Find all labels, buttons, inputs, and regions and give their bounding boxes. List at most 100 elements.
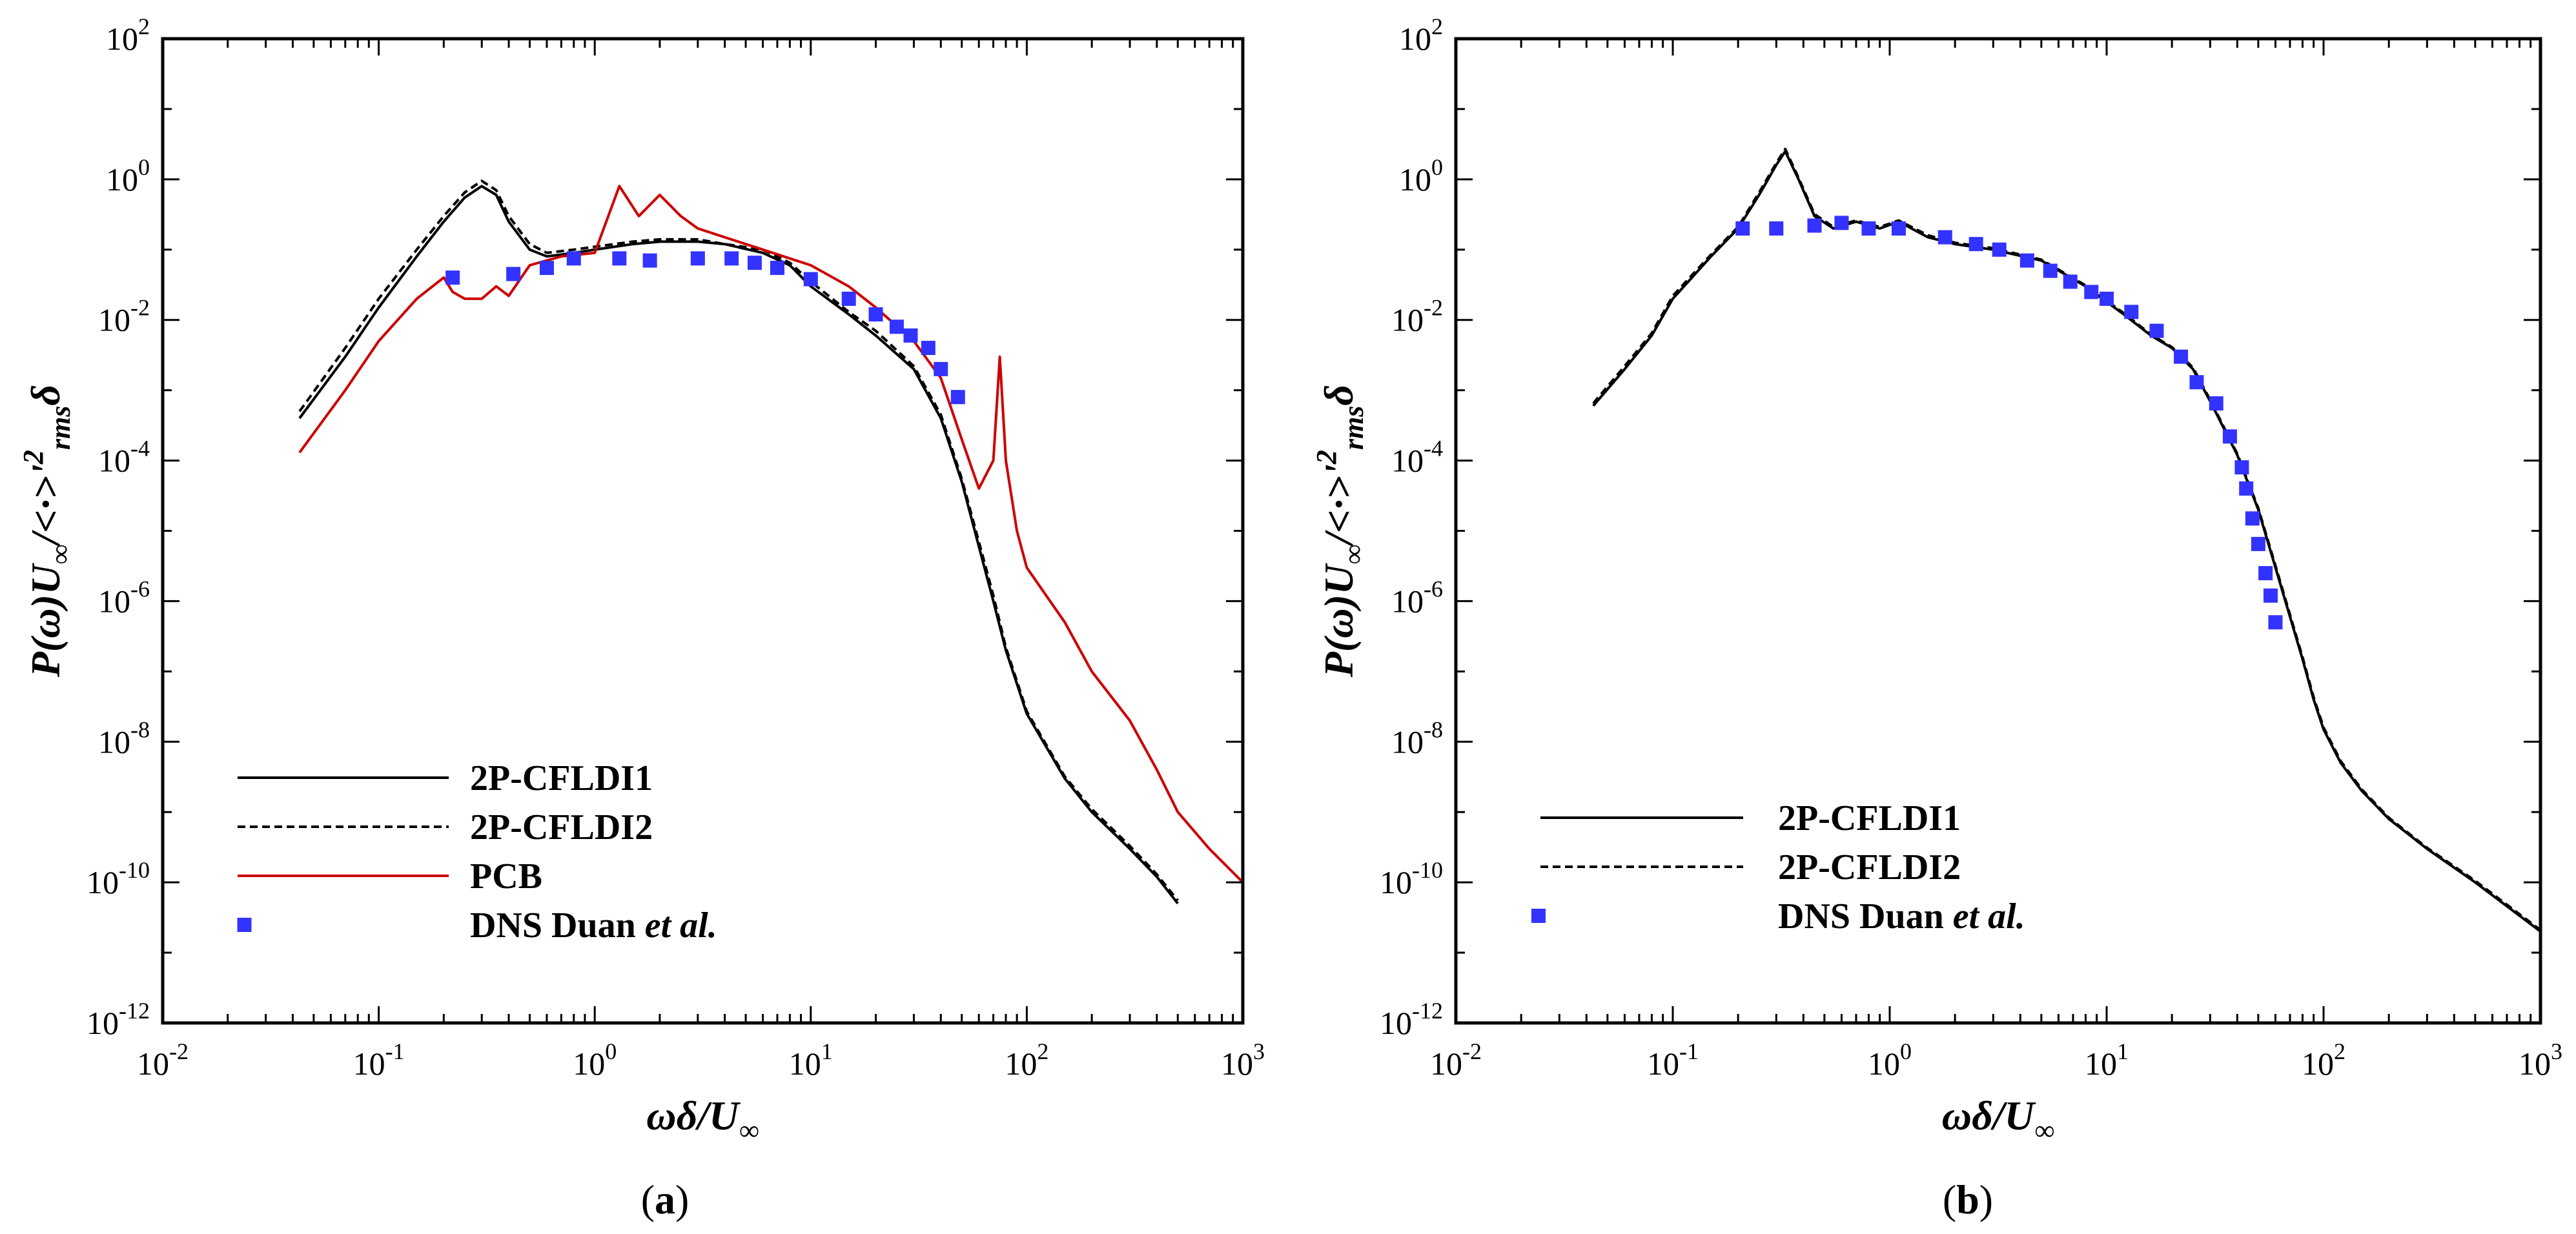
data-point [2149, 323, 2164, 338]
tick-base: 10 [137, 1046, 169, 1082]
data-point [889, 319, 904, 334]
tick-base: 10 [1391, 302, 1424, 338]
tick-exponent: 0 [1900, 1038, 1912, 1064]
y-label-part: δ [23, 385, 68, 406]
data-point [2043, 263, 2058, 278]
y-tick-label: 10-8 [98, 716, 150, 760]
x-tick-label: 103 [2519, 1038, 2562, 1082]
data-point [2222, 429, 2237, 444]
data-point [2209, 396, 2223, 411]
y-label-part: /<·>' [1316, 464, 1362, 547]
data-point [506, 267, 521, 281]
tick-base: 10 [1380, 1005, 1412, 1041]
x-tick-label: 100 [573, 1038, 617, 1082]
y-tick-label: 10-2 [98, 295, 150, 338]
data-point [921, 341, 935, 356]
data-point [1937, 230, 1952, 245]
y-label-subscript: ∞ [1338, 545, 1369, 565]
data-point [566, 251, 581, 266]
tick-base: 10 [789, 1046, 821, 1082]
data-point [2263, 588, 2278, 603]
y-axis-label: P(ω)U∞/<·>'2rmsδ [1311, 385, 1369, 678]
legend-label: 2P-CFLDI1 [1778, 798, 1961, 838]
panel-label: (a) [641, 1177, 690, 1222]
data-point [803, 272, 818, 287]
x-tick-label: 102 [2302, 1038, 2346, 1082]
y-tick-label: 10-12 [1380, 998, 1443, 1041]
legend-label-text: DNS Duan [1778, 896, 1953, 936]
series-line [1592, 150, 2540, 933]
tick-exponent: -10 [1412, 857, 1443, 883]
y-label-subscript: rms [1338, 406, 1369, 450]
data-point [2239, 481, 2254, 496]
legend-label-text: 2P-CFLDI1 [470, 758, 653, 798]
data-point [2174, 349, 2189, 364]
panel-label-paren: ( [641, 1177, 655, 1222]
tick-base: 10 [106, 161, 138, 197]
data-point [747, 256, 762, 270]
y-tick-label: 10-4 [98, 436, 150, 479]
legend: 2P-CFLDI1 2P-CFLDI2 DNS Duan et al. [1531, 798, 2025, 936]
panel-label-letter: a [655, 1177, 675, 1222]
y-tick-label: 10-8 [1391, 716, 1443, 760]
data-point [690, 251, 705, 266]
panel-label-paren: ) [675, 1177, 689, 1222]
tick-exponent: -1 [385, 1038, 405, 1064]
tick-base: 10 [87, 1005, 119, 1041]
x-tick-label: 100 [1868, 1038, 1912, 1082]
tick-exponent: 2 [1037, 1038, 1048, 1064]
tick-base: 10 [1391, 443, 1424, 479]
data-point [2234, 460, 2249, 475]
legend-label-text: PCB [470, 856, 542, 896]
series-line [298, 179, 1179, 902]
y-axis-label: P(ω)U∞/<·>'2rmsδ [17, 385, 76, 678]
data-point [2268, 615, 2283, 630]
tick-exponent: -1 [1679, 1038, 1699, 1064]
data-point [934, 361, 948, 376]
tick-exponent: 3 [1253, 1038, 1265, 1064]
x-axis-label: ωδ/U∞ [1942, 1093, 2054, 1146]
tick-exponent: 2 [2334, 1038, 2346, 1064]
legend-label-italic: et al. [1953, 896, 2025, 936]
y-label-superscript: 2 [17, 450, 49, 465]
y-label-subscript: ∞ [45, 545, 76, 565]
y-tick-label: 102 [106, 14, 150, 57]
data-point [868, 307, 883, 322]
panel-label-paren: ) [1979, 1177, 1993, 1222]
data-point [724, 251, 739, 266]
tick-exponent: 2 [138, 14, 150, 39]
x-tick-label: 102 [1005, 1038, 1048, 1082]
x-tick-label: 10-2 [137, 1038, 189, 1082]
y-tick-label: 10-4 [1391, 436, 1443, 479]
tick-base: 10 [87, 864, 119, 900]
tick-exponent: 2 [1431, 14, 1443, 39]
tick-exponent: -8 [1424, 716, 1443, 742]
tick-base: 10 [1647, 1046, 1679, 1082]
y-tick-label: 100 [1399, 154, 1443, 197]
data-point [2245, 511, 2260, 526]
legend-marker [237, 918, 252, 932]
y-label-part: P(ω)U [23, 563, 68, 678]
data-point [2084, 285, 2099, 299]
tick-exponent: 1 [2117, 1038, 2129, 1064]
legend-label: 2P-CFLDI2 [470, 807, 653, 847]
panel-b: 10-2 10-1 100 101 102 10310210010-210-410-610… [1311, 14, 2562, 1222]
tick-exponent: -6 [1424, 576, 1443, 602]
tick-base: 10 [98, 302, 130, 338]
y-label-subscript: rms [45, 406, 76, 450]
tick-base: 10 [1868, 1046, 1900, 1082]
x-tick-label: 101 [789, 1038, 833, 1082]
tick-base: 10 [98, 723, 130, 760]
series-line [1592, 147, 2540, 931]
tick-exponent: -2 [1424, 295, 1443, 321]
data-point [445, 270, 460, 285]
legend-label: PCB [470, 856, 542, 896]
x-label-main: ωδ/U [646, 1093, 741, 1138]
tick-base: 10 [1399, 161, 1431, 197]
x-axis-label: ωδ/U∞ [646, 1093, 759, 1146]
tick-exponent: -4 [130, 436, 150, 461]
tick-base: 10 [1221, 1046, 1253, 1082]
y-tick-label: 10-10 [87, 857, 150, 900]
tick-base: 10 [353, 1046, 385, 1082]
